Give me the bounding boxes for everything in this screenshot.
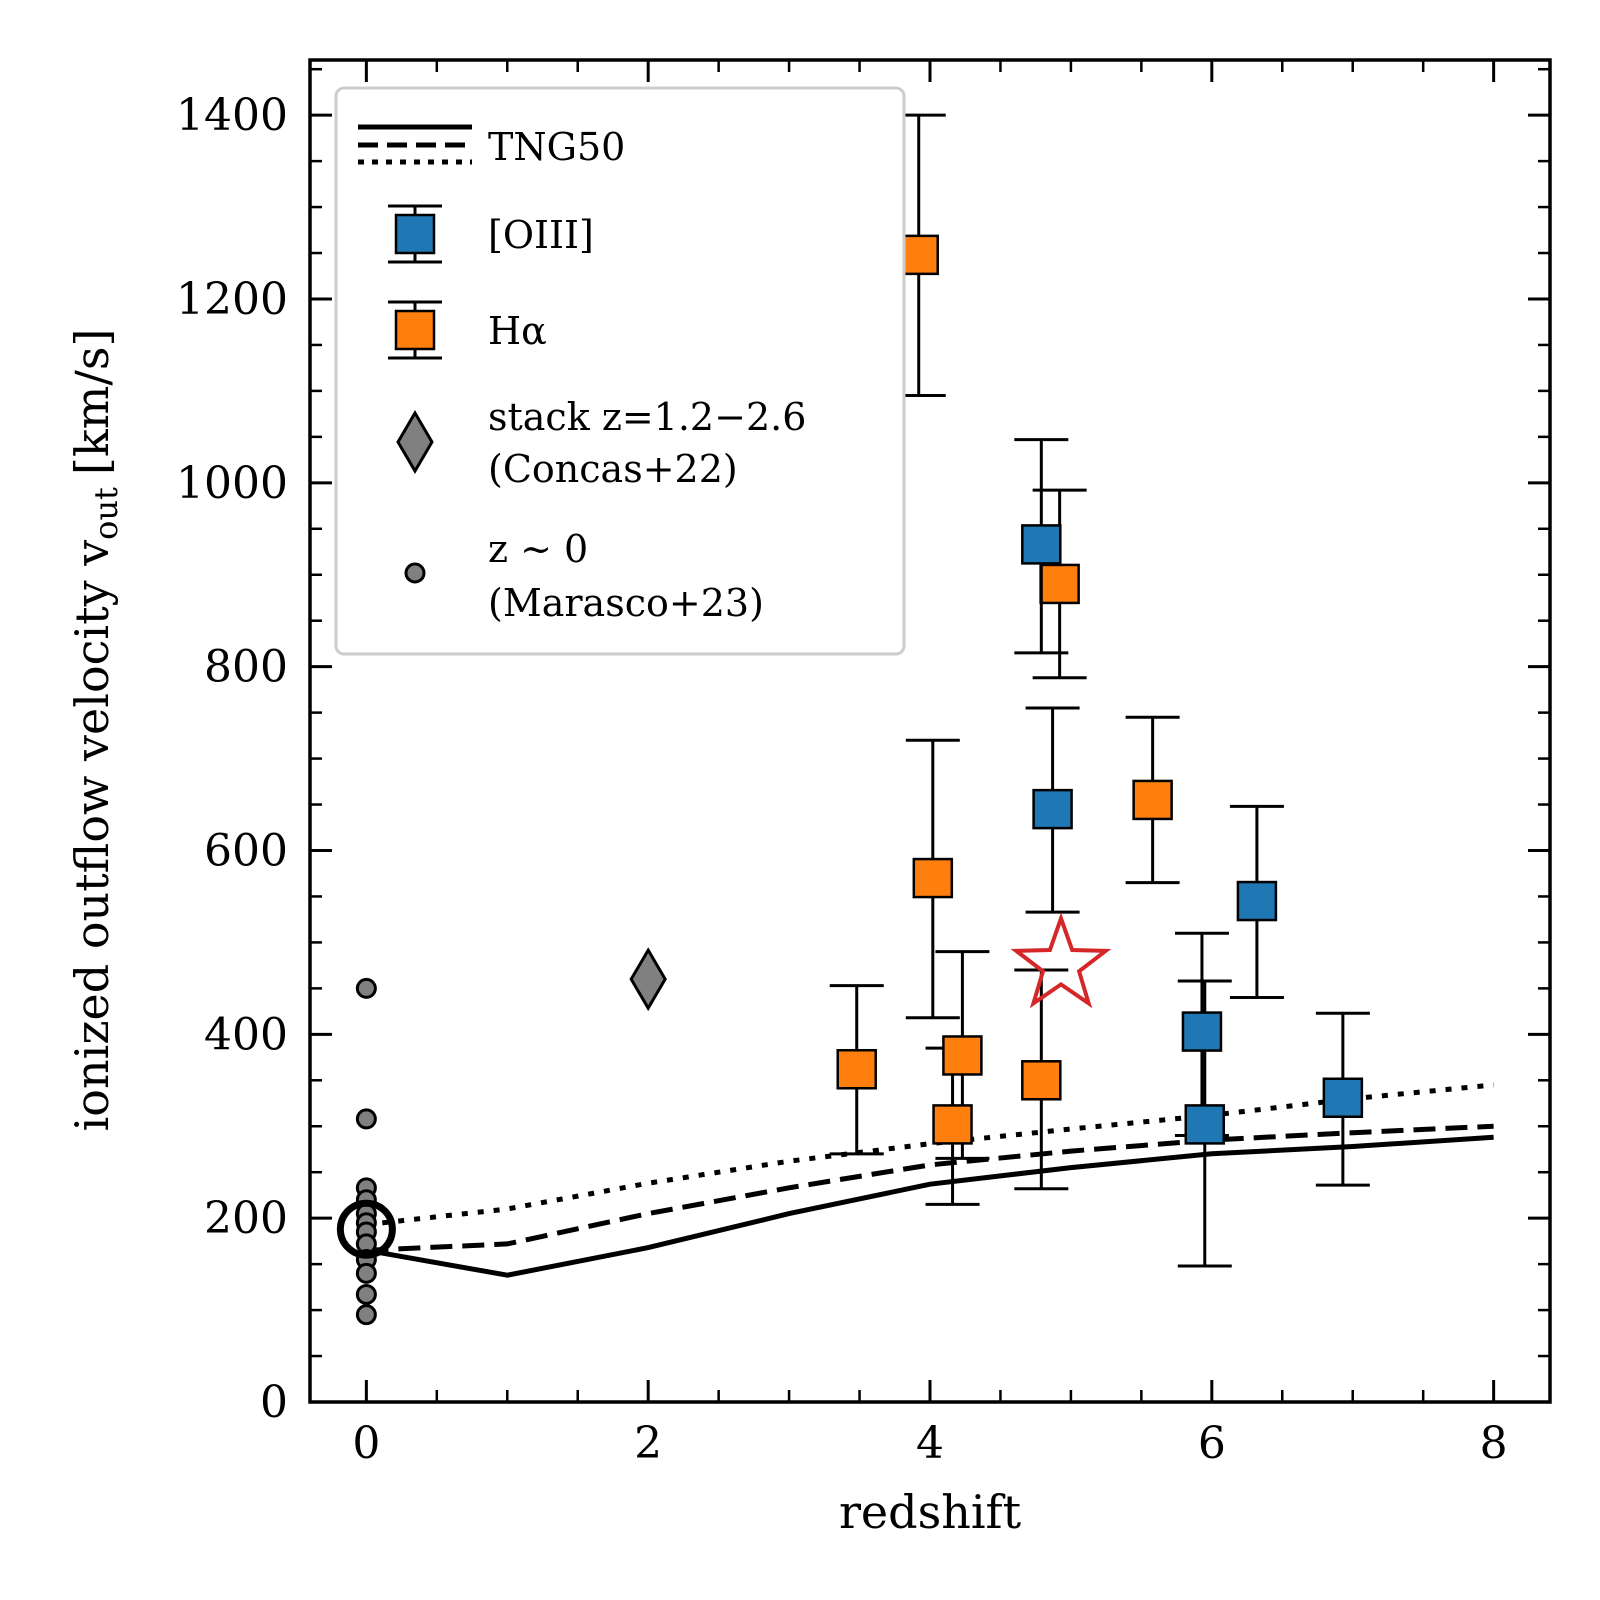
halpha-marker bbox=[932, 1104, 973, 1145]
lowz-point bbox=[355, 1283, 377, 1305]
oiii-marker bbox=[1181, 1011, 1223, 1052]
tng50-line-dashed bbox=[366, 1123, 1494, 1253]
legend-stack-marker bbox=[396, 410, 434, 474]
x-tick-label: 8 bbox=[1480, 1418, 1508, 1469]
y-tick-label: 1000 bbox=[176, 458, 288, 509]
observations bbox=[829, 113, 1370, 1268]
x-tick-label: 0 bbox=[352, 1418, 380, 1469]
halpha-marker bbox=[1039, 563, 1080, 605]
legend-box bbox=[334, 86, 906, 656]
x-axis-label: redshift bbox=[839, 1485, 1022, 1539]
legend-lowz-marker bbox=[404, 562, 426, 584]
y-tick-label: 800 bbox=[204, 642, 288, 693]
halpha-marker bbox=[942, 1035, 983, 1076]
legend-label-oiii: [OIII] bbox=[488, 213, 594, 257]
stack-points bbox=[629, 947, 667, 1012]
lowz-point bbox=[355, 1108, 377, 1130]
lowz-point bbox=[355, 1262, 377, 1284]
legend-entry-lowz: z ∼ 0 (Marasco+23) bbox=[404, 527, 764, 625]
y-tick-label: 0 bbox=[260, 1377, 288, 1428]
y-axis-label-units: [km/s] bbox=[65, 329, 119, 476]
lowz-point bbox=[355, 977, 377, 999]
oiii-marker bbox=[1021, 524, 1062, 565]
legend-label-lowz: z ∼ 0 bbox=[488, 527, 588, 571]
y-axis-label-main: ionized outflow velocity v bbox=[65, 540, 119, 1132]
stack-diamond bbox=[629, 947, 667, 1012]
halpha-marker bbox=[836, 1049, 877, 1090]
tng50-lines bbox=[365, 1082, 1494, 1278]
halpha-marker bbox=[912, 857, 954, 899]
y-axis-label-subscript: out bbox=[87, 487, 125, 540]
oiii-marker bbox=[1184, 1104, 1226, 1145]
lowz-point bbox=[355, 1304, 377, 1326]
legend-label-tng50: TNG50 bbox=[488, 125, 625, 169]
legend-label-stack-ref: (Concas+22) bbox=[488, 447, 738, 491]
y-tick-label: 1400 bbox=[176, 90, 288, 141]
legend-entry-stack: stack z=1.2−2.6 (Concas+22) bbox=[396, 395, 806, 491]
star-marker bbox=[1010, 912, 1112, 1009]
halpha-marker bbox=[1132, 779, 1173, 821]
y-axis-label: ionized outflow velocity vout [km/s] bbox=[65, 329, 125, 1132]
oiii-marker bbox=[1032, 788, 1073, 830]
y-tick-label: 200 bbox=[204, 1193, 288, 1244]
legend-halpha-marker bbox=[394, 309, 436, 351]
x-tick-label: 4 bbox=[916, 1418, 944, 1469]
tng50-line-dotted bbox=[366, 1082, 1494, 1228]
oiii-marker bbox=[1322, 1077, 1364, 1119]
y-tick-label: 400 bbox=[204, 1009, 288, 1060]
tng50-line-solid bbox=[365, 1134, 1494, 1278]
lowz-points bbox=[336, 977, 396, 1326]
x-tick-label: 2 bbox=[634, 1418, 662, 1469]
star-marker-layer bbox=[1010, 912, 1112, 1009]
halpha-marker bbox=[1021, 1060, 1062, 1101]
legend: TNG50 [OIII] Hα stack z=1.2−2.6 (Concas+… bbox=[334, 86, 906, 656]
lowz-median-circle bbox=[336, 1199, 396, 1259]
legend-entry-tng50: TNG50 bbox=[358, 124, 625, 169]
axis-ticks bbox=[310, 60, 1550, 1404]
x-tick-label: 6 bbox=[1198, 1418, 1226, 1469]
oiii-marker bbox=[1236, 880, 1278, 922]
tick-labels: 0 2 4 6 8 0 200 400 600 800 1000 1200 1400 bbox=[176, 90, 1508, 1469]
legend-label-halpha: Hα bbox=[488, 309, 547, 353]
legend-entry-halpha: Hα bbox=[388, 300, 547, 360]
y-tick-label: 1200 bbox=[176, 274, 288, 325]
y-tick-label: 600 bbox=[204, 825, 288, 876]
legend-oiii-marker bbox=[394, 213, 436, 255]
legend-label-stack: stack z=1.2−2.6 bbox=[488, 395, 806, 439]
legend-label-lowz-ref: (Marasco+23) bbox=[488, 581, 764, 625]
legend-entry-oiii: [OIII] bbox=[388, 204, 594, 264]
